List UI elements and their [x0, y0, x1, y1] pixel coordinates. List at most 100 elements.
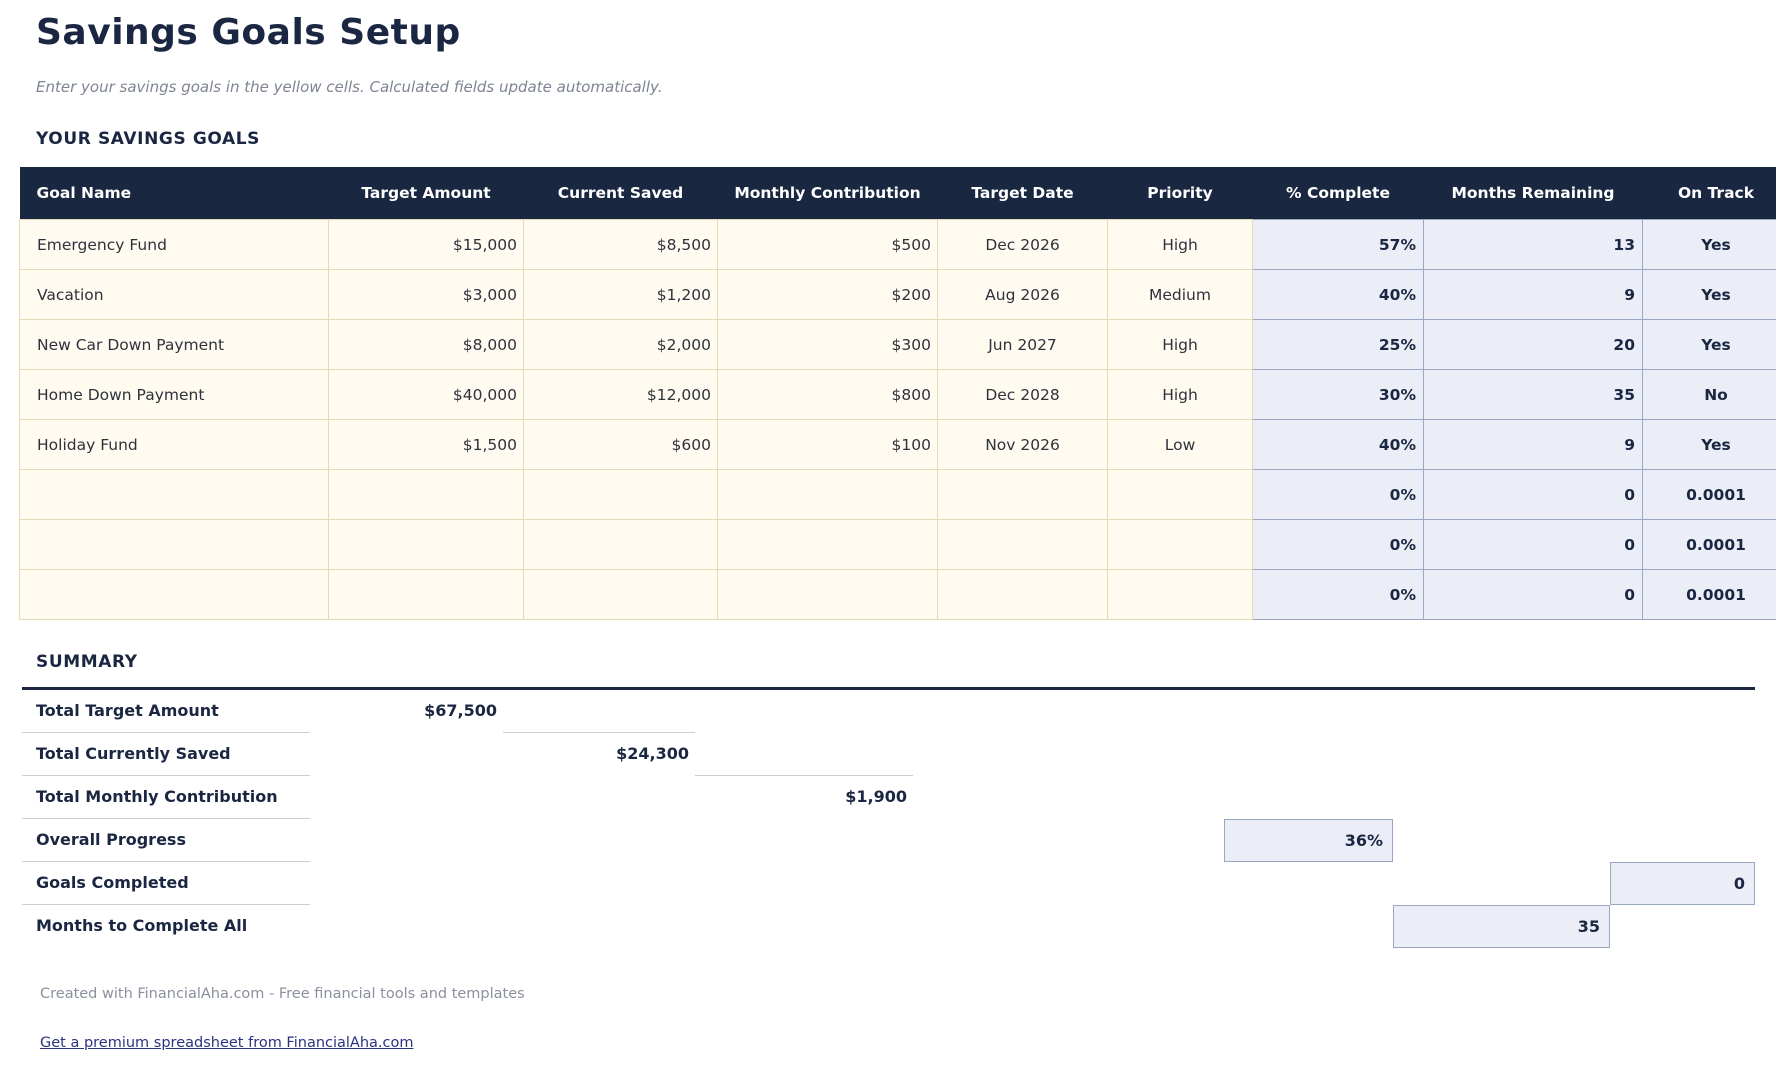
cell-target-amount[interactable] — [329, 470, 524, 520]
goals-section-heading: YOUR SAVINGS GOALS — [36, 129, 1776, 149]
summary-value: $1,900 — [695, 776, 913, 819]
cell-priority[interactable] — [1108, 520, 1253, 570]
cell-on-track: Yes — [1643, 220, 1776, 270]
cell-target-date[interactable] — [938, 570, 1108, 620]
cell-monthly-contribution[interactable] — [718, 470, 938, 520]
cell-target-date[interactable]: Aug 2026 — [938, 270, 1108, 320]
cell-priority[interactable]: Low — [1108, 420, 1253, 470]
cell-current-saved[interactable] — [524, 470, 718, 520]
cell-priority[interactable]: High — [1108, 320, 1253, 370]
cell-pct-complete: 57% — [1253, 220, 1424, 270]
cell-pct-complete: 30% — [1253, 370, 1424, 420]
cell-months-remaining: 0 — [1424, 470, 1643, 520]
cell-goal-name[interactable]: Vacation — [20, 270, 329, 320]
cell-target-amount[interactable]: $3,000 — [329, 270, 524, 320]
cell-months-remaining: 9 — [1424, 270, 1643, 320]
cell-goal-name[interactable] — [20, 520, 329, 570]
summary-label: Overall Progress — [22, 819, 310, 862]
cell-priority[interactable] — [1108, 470, 1253, 520]
cell-months-remaining: 0 — [1424, 520, 1643, 570]
page-title: Savings Goals Setup — [36, 12, 1776, 54]
cell-monthly-contribution[interactable]: $100 — [718, 420, 938, 470]
cell-goal-name[interactable]: Home Down Payment — [20, 370, 329, 420]
cell-pct-complete: 0% — [1253, 570, 1424, 620]
cell-on-track: No — [1643, 370, 1776, 420]
cell-on-track: Yes — [1643, 320, 1776, 370]
cell-monthly-contribution[interactable] — [718, 570, 938, 620]
summary-label: Total Target Amount — [22, 690, 310, 733]
summary-row: Total Currently Saved$24,300 — [22, 733, 1755, 776]
cell-on-track: 0.0001 — [1643, 520, 1776, 570]
cell-target-amount[interactable]: $15,000 — [329, 220, 524, 270]
page-subtitle: Enter your savings goals in the yellow c… — [36, 78, 1776, 97]
cell-current-saved[interactable] — [524, 570, 718, 620]
column-header-target-amount: Target Amount — [329, 167, 524, 220]
column-header-goal-name: Goal Name — [20, 167, 329, 220]
summary-heading: SUMMARY — [36, 652, 1776, 672]
cell-on-track: Yes — [1643, 270, 1776, 320]
summary-value: $67,500 — [310, 690, 503, 733]
summary-label: Total Monthly Contribution — [22, 776, 310, 819]
cell-months-remaining: 0 — [1424, 570, 1643, 620]
cell-on-track: Yes — [1643, 420, 1776, 470]
cell-target-date[interactable]: Nov 2026 — [938, 420, 1108, 470]
cell-current-saved[interactable]: $600 — [524, 420, 718, 470]
cell-current-saved[interactable]: $8,500 — [524, 220, 718, 270]
summary-value: $24,300 — [503, 733, 695, 776]
cell-target-amount[interactable]: $40,000 — [329, 370, 524, 420]
cell-current-saved[interactable] — [524, 520, 718, 570]
cell-target-date[interactable]: Dec 2026 — [938, 220, 1108, 270]
cell-target-date[interactable]: Dec 2028 — [938, 370, 1108, 420]
cell-target-date[interactable] — [938, 520, 1108, 570]
cell-priority[interactable] — [1108, 570, 1253, 620]
cell-current-saved[interactable]: $2,000 — [524, 320, 718, 370]
column-header-current-saved: Current Saved — [524, 167, 718, 220]
cell-current-saved[interactable]: $1,200 — [524, 270, 718, 320]
cell-goal-name[interactable]: New Car Down Payment — [20, 320, 329, 370]
footer-premium-link[interactable]: Get a premium spreadsheet from Financial… — [40, 1035, 414, 1051]
cell-goal-name[interactable]: Holiday Fund — [20, 420, 329, 470]
cell-pct-complete: 0% — [1253, 470, 1424, 520]
summary-row: Total Monthly Contribution $1,900 — [22, 776, 1755, 819]
cell-pct-complete: 40% — [1253, 270, 1424, 320]
cell-priority[interactable]: High — [1108, 370, 1253, 420]
summary-cell-underline — [503, 690, 695, 733]
cell-priority[interactable]: Medium — [1108, 270, 1253, 320]
cell-monthly-contribution[interactable]: $800 — [718, 370, 938, 420]
cell-target-date[interactable]: Jun 2027 — [938, 320, 1108, 370]
cell-months-remaining: 35 — [1424, 370, 1643, 420]
cell-months-remaining: 20 — [1424, 320, 1643, 370]
cell-target-amount[interactable]: $8,000 — [329, 320, 524, 370]
cell-monthly-contribution[interactable]: $300 — [718, 320, 938, 370]
cell-current-saved[interactable]: $12,000 — [524, 370, 718, 420]
cell-monthly-contribution[interactable] — [718, 520, 938, 570]
cell-monthly-contribution[interactable]: $500 — [718, 220, 938, 270]
cell-target-date[interactable] — [938, 470, 1108, 520]
cell-target-amount[interactable] — [329, 520, 524, 570]
footer-credit: Created with FinancialAha.com - Free fin… — [40, 986, 1776, 1002]
cell-goal-name[interactable]: Emergency Fund — [20, 220, 329, 270]
cell-priority[interactable]: High — [1108, 220, 1253, 270]
column-header-complete: % Complete — [1253, 167, 1424, 220]
column-header-monthly-contribution: Monthly Contribution — [718, 167, 938, 220]
summary-row: Overall Progress 36% — [22, 819, 1755, 862]
cell-on-track: 0.0001 — [1643, 570, 1776, 620]
cell-monthly-contribution[interactable]: $200 — [718, 270, 938, 320]
summary-label: Months to Complete All — [22, 905, 310, 948]
cell-goal-name[interactable] — [20, 470, 329, 520]
cell-target-amount[interactable]: $1,500 — [329, 420, 524, 470]
column-header-months-remaining: Months Remaining — [1424, 167, 1643, 220]
summary-value: 0 — [1610, 862, 1755, 905]
cell-goal-name[interactable] — [20, 570, 329, 620]
cell-target-amount[interactable] — [329, 570, 524, 620]
summary-value: 36% — [1224, 819, 1393, 862]
